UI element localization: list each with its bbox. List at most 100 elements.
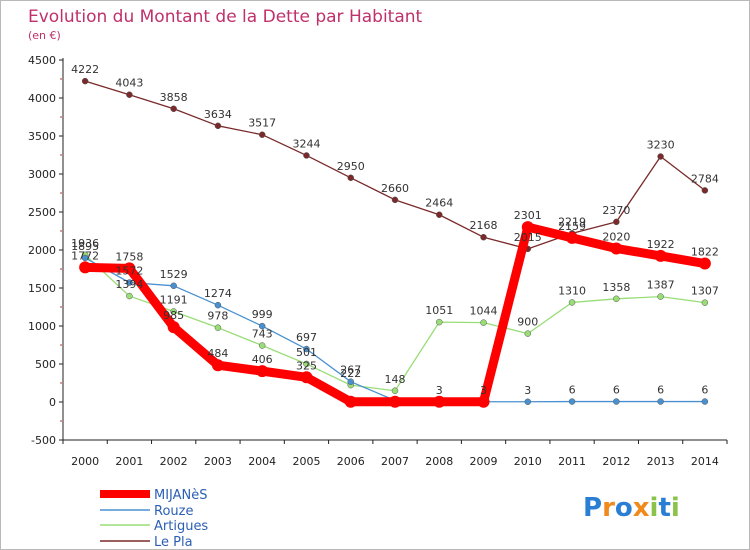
x-tick-label: 2007 — [381, 455, 409, 468]
data-point — [214, 122, 222, 130]
data-label: 2950 — [337, 160, 365, 173]
data-label: 1772 — [71, 249, 99, 262]
data-point — [613, 398, 620, 405]
data-point — [524, 398, 532, 406]
axes: -500 0 500 1000 1500 2000 2500 3000 3500 4000 4500… — [28, 54, 728, 468]
chart-title: Evolution du Montant de la Dette par Hab… — [28, 7, 423, 27]
y-tick-label: 2000 — [28, 244, 56, 257]
data-label: 3244 — [292, 137, 320, 150]
data-point — [167, 321, 180, 334]
data-point — [521, 221, 534, 234]
data-point — [347, 174, 354, 182]
data-label: 148 — [385, 373, 406, 386]
series-3 — [81, 77, 709, 253]
data-point — [347, 378, 354, 385]
data-label: 3634 — [204, 108, 232, 121]
data-label: 2219 — [558, 215, 586, 228]
data-point — [258, 322, 266, 330]
data-label: 222 — [340, 367, 361, 380]
y-tick-label: 500 — [35, 358, 56, 371]
data-point — [477, 395, 490, 408]
data-label: 1044 — [470, 305, 498, 318]
brand-letter: r — [602, 493, 615, 523]
data-label: 1274 — [204, 287, 232, 300]
data-point — [258, 342, 266, 349]
data-point — [566, 231, 579, 244]
data-label: 501 — [296, 346, 317, 359]
x-tick-label: 2003 — [204, 455, 232, 468]
brand-letter: x — [633, 493, 650, 523]
x-tick-label: 2009 — [470, 455, 498, 468]
data-point — [391, 387, 399, 395]
data-label: 6 — [701, 384, 708, 397]
data-label: 1310 — [558, 284, 586, 297]
data-label: 3 — [524, 384, 531, 397]
x-tick-label: 2011 — [558, 455, 586, 468]
data-point — [126, 91, 133, 98]
data-point — [214, 324, 222, 331]
data-point — [524, 330, 532, 337]
y-tick-label: 0 — [49, 396, 56, 409]
y-tick-label: 3500 — [28, 130, 56, 143]
data-point — [170, 105, 177, 113]
data-point — [81, 77, 89, 85]
data-label: 999 — [252, 308, 273, 321]
data-label: 1895 — [71, 240, 99, 253]
data-label: 6 — [569, 384, 576, 397]
data-label: 1051 — [425, 304, 453, 317]
brand-letter: i — [671, 493, 680, 523]
data-label: 6 — [613, 384, 620, 397]
data-point — [300, 371, 313, 384]
x-tick-label: 2012 — [602, 455, 630, 468]
data-label: 2464 — [425, 197, 453, 210]
y-tick-label: 1500 — [28, 282, 56, 295]
x-tick-label: 2002 — [160, 455, 188, 468]
data-label: 6 — [657, 384, 664, 397]
data-label: 3517 — [248, 117, 276, 130]
data-point — [126, 292, 133, 300]
data-point — [657, 398, 664, 405]
data-label: 2370 — [602, 204, 630, 217]
data-label: 267 — [340, 364, 361, 377]
legend-item: Le Pla — [100, 535, 193, 550]
data-point — [303, 152, 310, 159]
y-tick-label: 4500 — [28, 54, 56, 67]
data-point — [698, 257, 711, 270]
y-tick-label: 2500 — [28, 206, 56, 219]
data-label: 1307 — [691, 285, 719, 298]
data-point — [657, 153, 664, 160]
data-point — [480, 233, 487, 241]
data-label: 1822 — [691, 246, 719, 259]
data-label: 2020 — [602, 230, 630, 243]
brand-logo: Proxiti — [583, 493, 680, 523]
data-point — [79, 261, 92, 274]
brand-letter: P — [583, 493, 602, 523]
data-point — [81, 254, 89, 262]
x-tick-label: 2005 — [292, 455, 320, 468]
data-label: 978 — [207, 310, 228, 323]
data-label: 1191 — [160, 293, 188, 306]
data-point — [436, 318, 443, 326]
data-point — [436, 211, 443, 218]
data-label: 985 — [163, 309, 184, 322]
legend-label: Artigues — [154, 519, 208, 534]
data-point — [480, 319, 487, 326]
data-label: 3858 — [160, 91, 188, 104]
data-label: 3 — [480, 384, 487, 397]
legend-item: Artigues — [100, 519, 208, 534]
data-point — [123, 262, 136, 275]
data-label: 2159 — [558, 220, 586, 233]
data-label: 406 — [252, 353, 273, 366]
data-label: 325 — [296, 359, 317, 372]
data-point — [256, 365, 269, 378]
y-tick-label: -500 — [31, 434, 56, 447]
data-label: 4043 — [115, 77, 143, 90]
series-labels-3: 4222 4043 3858 3634 3517 3244 2950 2660 2464 2168… — [71, 63, 719, 244]
data-label: 1922 — [647, 238, 675, 251]
data-point — [613, 218, 620, 226]
data-point — [344, 395, 357, 408]
